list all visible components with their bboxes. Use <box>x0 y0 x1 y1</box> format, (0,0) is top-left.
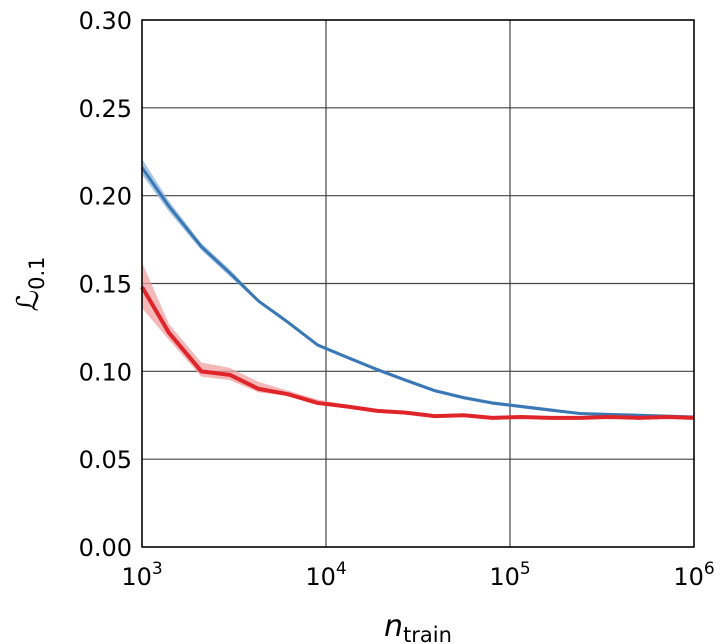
y-axis-label: ℒ0.1 <box>11 256 49 311</box>
series-lines <box>140 166 695 420</box>
x-tick-label: 104 <box>305 559 346 591</box>
y-tick-label: 0.20 <box>79 183 132 211</box>
x-tick-label: 105 <box>489 559 530 591</box>
y-tick-label: 0.15 <box>79 271 132 299</box>
series-1-line <box>140 285 695 420</box>
y-tick-label: 0.05 <box>79 446 132 474</box>
x-tick-labels: 103 104 105 106 <box>121 559 714 591</box>
y-tick-label: 0.30 <box>79 7 132 35</box>
y-tick-label: 0.25 <box>79 95 132 123</box>
series-0-line <box>140 166 695 419</box>
x-axis-label: ntrain <box>384 609 452 644</box>
x-tick-label: 106 <box>673 559 714 591</box>
x-tick-label: 103 <box>121 559 162 591</box>
y-tick-label: 0.00 <box>79 534 132 562</box>
confidence-bands <box>142 158 694 419</box>
y-tick-labels: 0.00 0.05 0.10 0.15 0.20 0.25 0.30 <box>79 7 132 562</box>
plot-frame <box>141 19 695 548</box>
y-tick-label: 0.10 <box>79 358 132 386</box>
series-1-band <box>142 262 694 419</box>
grid <box>141 19 695 548</box>
